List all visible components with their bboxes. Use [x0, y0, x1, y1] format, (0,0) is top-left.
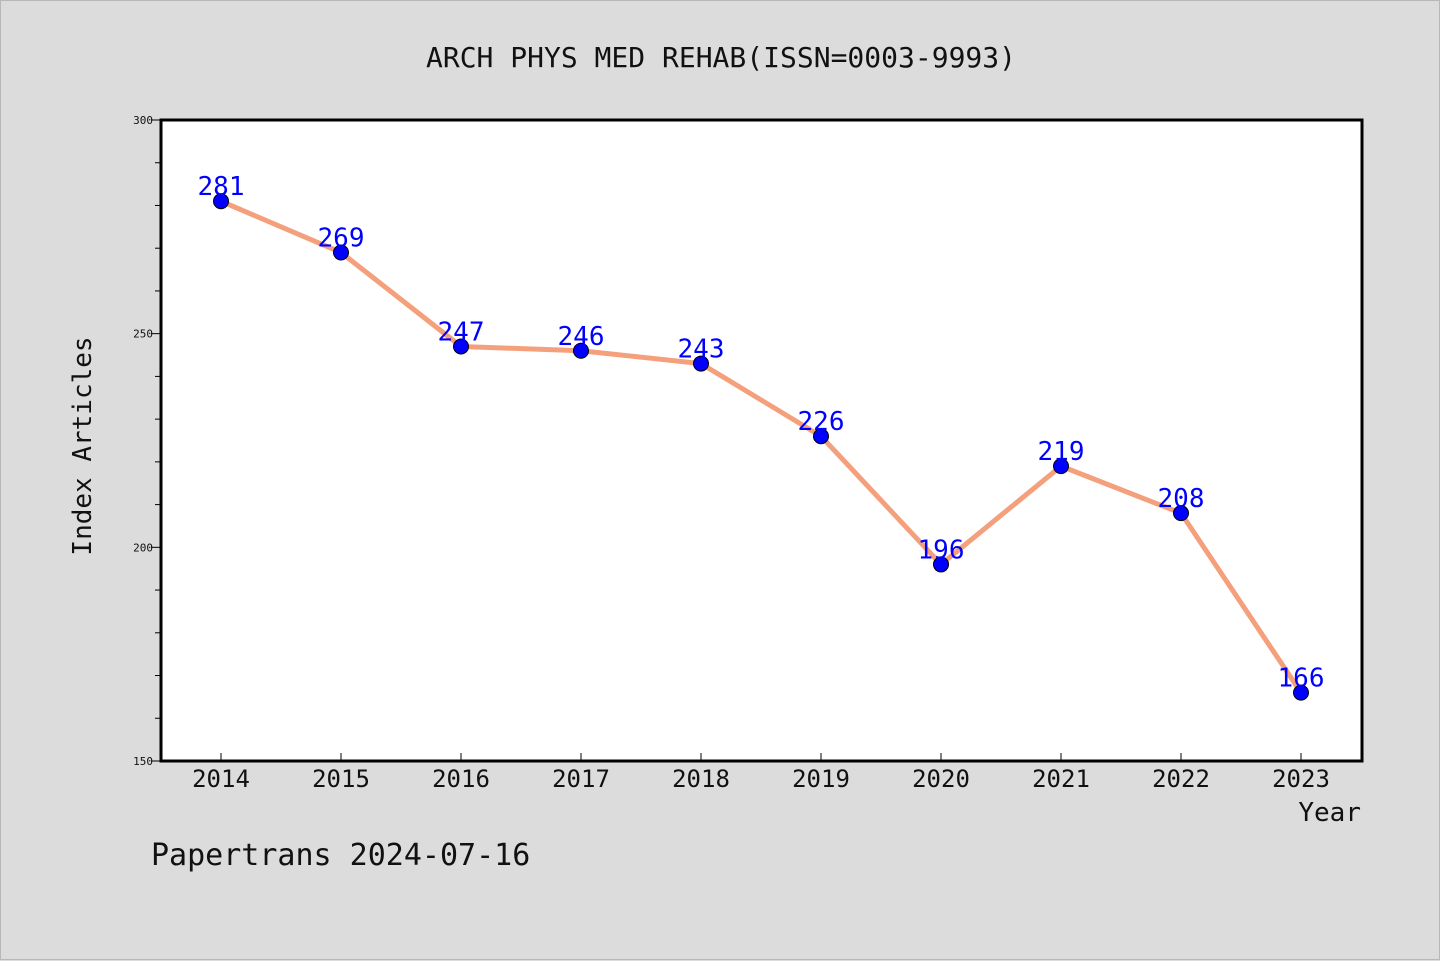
chart-title: ARCH PHYS MED REHAB(ISSN=0003-9993) [426, 41, 1016, 74]
data-point [1053, 458, 1069, 475]
x-tick-label: 2016 [432, 765, 490, 793]
data-point [693, 355, 709, 372]
data-markers [213, 193, 1309, 701]
data-label: 243 [678, 335, 725, 365]
x-tick-label: 2018 [672, 765, 730, 793]
data-label: 196 [918, 535, 965, 565]
data-label: 269 [318, 223, 365, 253]
data-point [573, 342, 589, 359]
y-tick-label: 250 [133, 328, 153, 341]
y-tick-label: 300 [133, 114, 153, 127]
plot-area [159, 118, 1364, 763]
y-minor-ticks [155, 162, 161, 719]
x-tick-label: 2021 [1032, 765, 1090, 793]
data-point [213, 193, 229, 210]
y-tick-label: 150 [133, 755, 153, 768]
x-tick-label: 2023 [1272, 765, 1330, 793]
data-label: 219 [1038, 437, 1085, 467]
x-axis-ticks: 2014 2015 2016 2017 2018 2019 2020 2021 2022 2023 [192, 753, 1330, 793]
data-point [933, 556, 949, 573]
data-label: 246 [558, 322, 605, 352]
y-axis-ticks: 150 200 250 300 [133, 114, 161, 768]
data-point [333, 244, 349, 261]
x-tick-label: 2019 [792, 765, 850, 793]
data-labels: 281 269 247 246 243 226 196 219 208 166 [198, 172, 1325, 693]
x-tick-label: 2022 [1152, 765, 1210, 793]
data-label: 208 [1158, 484, 1205, 514]
data-point [1293, 684, 1309, 701]
x-tick-label: 2020 [912, 765, 970, 793]
series-line [220, 198, 1304, 695]
y-axis-label: Index Articles [68, 336, 98, 555]
y-tick-label: 200 [133, 541, 153, 554]
x-tick-label: 2015 [312, 765, 370, 793]
data-point [1173, 505, 1189, 522]
data-label: 281 [198, 172, 245, 202]
data-point [813, 428, 829, 445]
footer-credit: Papertrans 2024-07-16 [151, 838, 530, 873]
x-axis-label: Year [1298, 798, 1361, 828]
x-tick-label: 2014 [192, 765, 250, 793]
data-label: 247 [438, 317, 485, 347]
data-label: 166 [1278, 664, 1325, 694]
data-point [453, 338, 469, 355]
data-label: 226 [798, 407, 845, 437]
x-tick-label: 2017 [552, 765, 610, 793]
